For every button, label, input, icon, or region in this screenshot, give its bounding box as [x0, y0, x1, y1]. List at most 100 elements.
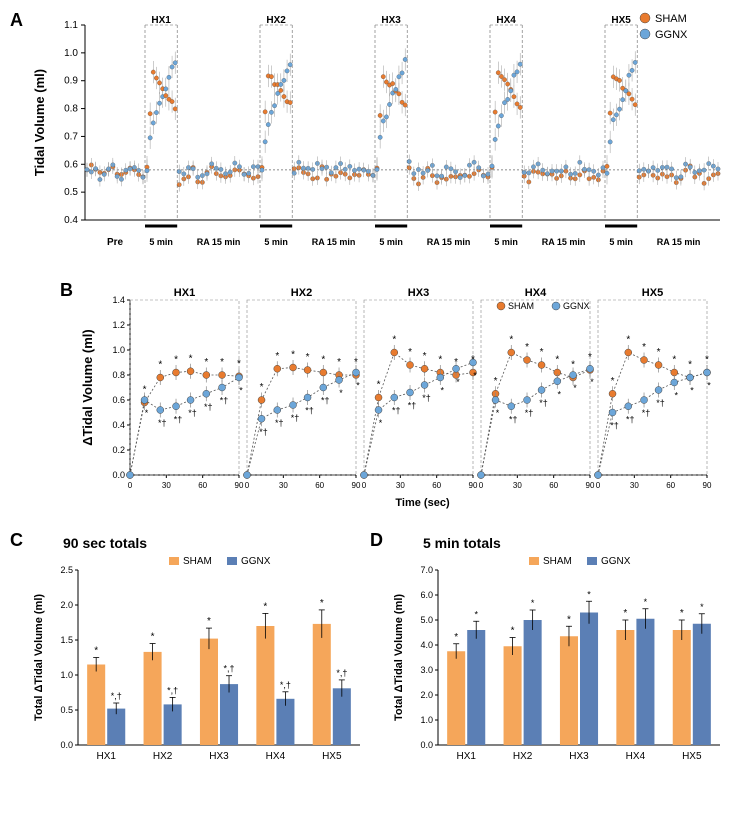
svg-text:*: *	[239, 386, 243, 396]
svg-text:*: *	[337, 357, 341, 368]
svg-text:1.0: 1.0	[64, 48, 78, 59]
svg-text:3.0: 3.0	[420, 665, 433, 675]
svg-text:*†: *†	[204, 402, 213, 412]
svg-text:RA 15 min: RA 15 min	[312, 237, 356, 247]
svg-text:HX1: HX1	[151, 15, 171, 26]
svg-text:Time (sec): Time (sec)	[395, 497, 450, 509]
svg-text:*,†: *,†	[224, 664, 235, 674]
svg-text:30: 30	[630, 481, 639, 490]
svg-text:*: *	[511, 626, 515, 637]
svg-text:*: *	[151, 632, 155, 643]
svg-text:1.5: 1.5	[60, 635, 73, 645]
panel-a-label: A	[10, 10, 23, 31]
svg-text:*: *	[423, 351, 427, 362]
svg-text:HX5: HX5	[682, 751, 702, 762]
svg-text:*†: *†	[626, 414, 635, 424]
svg-text:1.1: 1.1	[64, 20, 78, 31]
svg-text:*: *	[567, 614, 571, 625]
svg-text:RA 15 min: RA 15 min	[427, 237, 471, 247]
svg-text:*: *	[473, 371, 477, 381]
svg-text:GGNX: GGNX	[241, 556, 271, 567]
svg-text:0.4: 0.4	[112, 420, 125, 430]
svg-text:90: 90	[235, 481, 244, 490]
svg-text:*,†: *,†	[111, 691, 122, 701]
svg-text:*†: *†	[422, 393, 431, 403]
svg-text:*†: *†	[188, 408, 197, 418]
svg-text:0.8: 0.8	[64, 104, 78, 115]
panel-b: B ΔTidal Volume (ml)0.00.20.40.60.81.01.…	[10, 280, 730, 515]
svg-text:*: *	[158, 360, 162, 371]
panel-d: D 5 min totals0.01.02.03.04.05.06.07.0To…	[370, 530, 730, 775]
svg-text:GGNX: GGNX	[563, 301, 590, 311]
svg-text:HX4: HX4	[266, 751, 286, 762]
svg-text:90: 90	[586, 481, 595, 490]
svg-text:1.2: 1.2	[112, 320, 125, 330]
svg-text:*: *	[275, 351, 279, 362]
svg-text:60: 60	[198, 481, 207, 490]
svg-text:*: *	[189, 353, 193, 364]
svg-text:30: 30	[279, 481, 288, 490]
svg-text:Pre: Pre	[107, 237, 124, 248]
svg-text:*: *	[700, 602, 704, 612]
svg-text:RA 15 min: RA 15 min	[542, 237, 586, 247]
svg-text:*,†: *,†	[280, 680, 291, 690]
svg-text:0.5: 0.5	[64, 187, 78, 198]
svg-text:*: *	[588, 352, 592, 363]
svg-text:*: *	[204, 357, 208, 368]
svg-text:*: *	[611, 376, 615, 387]
svg-text:HX5: HX5	[642, 287, 663, 299]
svg-text:0.4: 0.4	[64, 215, 78, 226]
svg-text:*: *	[356, 381, 360, 391]
svg-text:*: *	[525, 342, 529, 353]
svg-text:*: *	[474, 609, 478, 619]
svg-text:HX1: HX1	[96, 751, 116, 762]
svg-text:HX1: HX1	[174, 287, 195, 299]
svg-text:*: *	[306, 352, 310, 363]
svg-text:90: 90	[703, 481, 712, 490]
svg-text:5 min totals: 5 min totals	[423, 535, 501, 551]
svg-text:*: *	[657, 347, 661, 358]
svg-text:*†: *†	[408, 401, 417, 411]
svg-text:*: *	[377, 380, 381, 391]
svg-text:0.7: 0.7	[64, 131, 78, 142]
svg-text:*: *	[145, 408, 149, 418]
svg-text:7.0: 7.0	[420, 565, 433, 575]
svg-text:*†: *†	[174, 414, 183, 424]
svg-text:*: *	[94, 646, 98, 657]
svg-text:*†: *†	[642, 408, 651, 418]
svg-text:*: *	[587, 589, 591, 599]
svg-text:*†: *†	[656, 398, 665, 408]
svg-text:*: *	[558, 389, 562, 399]
svg-text:0.9: 0.9	[64, 76, 78, 87]
svg-text:*: *	[494, 376, 498, 387]
svg-text:*: *	[644, 597, 648, 607]
svg-text:*: *	[408, 347, 412, 358]
svg-text:*: *	[392, 335, 396, 346]
svg-text:*†: *†	[610, 421, 619, 431]
svg-text:6.0: 6.0	[420, 590, 433, 600]
panel-a-chart: 0.40.50.60.70.80.91.01.1Tidal Volume (ml…	[30, 10, 730, 260]
svg-text:0.2: 0.2	[112, 445, 125, 455]
svg-text:0: 0	[128, 481, 133, 490]
svg-text:*: *	[471, 355, 475, 366]
svg-text:1.0: 1.0	[112, 345, 125, 355]
panel-c-chart: 90 sec totals0.00.51.01.52.02.5Total ΔTi…	[30, 530, 370, 770]
svg-text:*: *	[321, 355, 325, 366]
svg-text:HX4: HX4	[626, 751, 646, 762]
svg-text:*: *	[320, 598, 324, 609]
svg-text:GGNX: GGNX	[655, 29, 688, 41]
svg-text:Total ΔTidal Volume (ml): Total ΔTidal Volume (ml)	[33, 594, 45, 721]
svg-text:*†: *†	[259, 427, 268, 437]
svg-text:*,†: *,†	[167, 685, 178, 695]
svg-text:30: 30	[162, 481, 171, 490]
panel-d-label: D	[370, 530, 383, 551]
svg-text:HX2: HX2	[513, 751, 533, 762]
svg-text:30: 30	[513, 481, 522, 490]
svg-text:*: *	[540, 347, 544, 358]
svg-text:90 sec totals: 90 sec totals	[63, 535, 147, 551]
svg-text:*†: *†	[525, 408, 534, 418]
svg-text:*: *	[207, 616, 211, 627]
svg-text:*: *	[379, 418, 383, 428]
svg-text:*: *	[590, 377, 594, 387]
svg-text:60: 60	[549, 481, 558, 490]
